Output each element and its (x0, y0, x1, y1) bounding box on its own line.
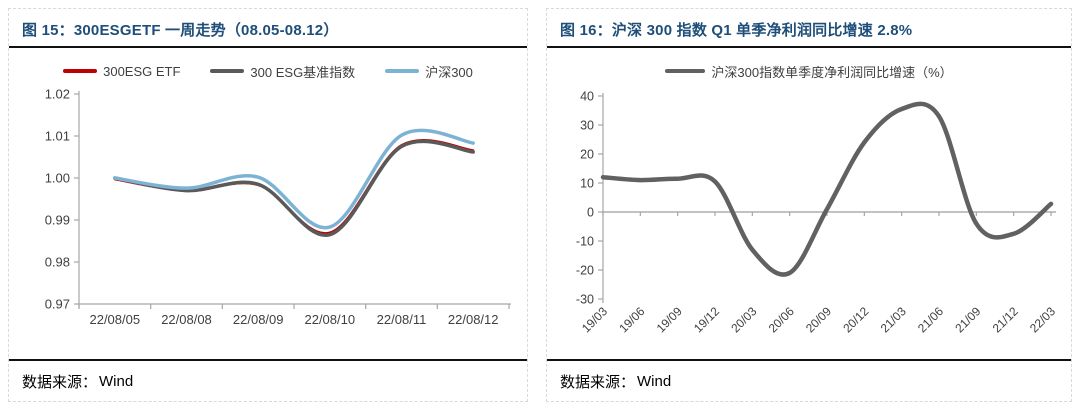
source-label: 数据来源： (22, 374, 98, 391)
figure-15-title: 图 15：300ESGETF 一周走势（08.05-08.12） (22, 21, 339, 39)
y-tick-label: 10 (580, 176, 594, 190)
x-tick-label: 22/08/09 (233, 312, 284, 327)
x-tick-label: 21/12 (990, 304, 1021, 335)
footer-divider (9, 359, 527, 361)
y-tick-label: 0 (587, 205, 594, 219)
y-tick-label: 40 (580, 89, 594, 103)
footer-divider (547, 359, 1071, 361)
figure-15-legend: 300ESG ETF 300 ESG基准指数 沪深300 (63, 60, 473, 82)
source-value: Wind (99, 372, 134, 390)
y-tick-label: -10 (576, 234, 594, 248)
legend-item-1: 300 ESG基准指数 (210, 62, 355, 81)
x-tick-label: 19/06 (616, 304, 647, 335)
x-tick-label: 22/08/12 (448, 312, 499, 327)
legend-label: 沪深300指数单季度净利润同比增速（%） (711, 64, 953, 80)
title-divider (9, 46, 527, 48)
figure-16-legend: 沪深300指数单季度净利润同比增速（%） (665, 60, 953, 82)
x-tick-label: 22/08/11 (377, 312, 427, 327)
series-line-0 (600, 101, 1054, 277)
legend-line-marker (385, 69, 420, 73)
x-tick-label: 21/06 (915, 304, 946, 335)
figure-panel-15: 图 15：300ESGETF 一周走势（08.05-08.12） 300ESG … (8, 8, 528, 402)
x-tick-label: 22/08/05 (89, 312, 140, 327)
x-tick-label: 19/09 (654, 304, 685, 335)
title-divider (547, 46, 1071, 48)
legend-label: 沪深300 (425, 64, 473, 80)
legend-line-marker (210, 69, 245, 73)
x-tick-label: 19/12 (691, 304, 722, 335)
x-tick-label: 22/08/10 (304, 312, 355, 327)
legend-label: 300ESG ETF (103, 63, 181, 79)
legend-line-marker (63, 69, 98, 73)
series-line-2 (113, 128, 475, 230)
y-tick-label: 30 (580, 118, 594, 132)
x-tick-label: 20/12 (840, 304, 871, 335)
x-tick-label: 20/09 (803, 304, 834, 335)
x-tick-label: 21/03 (878, 304, 909, 335)
y-tick-label: 20 (580, 147, 594, 161)
x-tick-label: 19/03 (579, 304, 610, 335)
y-tick-label: 0.98 (45, 255, 70, 270)
y-tick-label: 0.99 (45, 213, 70, 228)
legend-label: 300 ESG基准指数 (250, 64, 356, 80)
y-tick-label: 1.02 (45, 87, 70, 102)
source-value: Wind (637, 372, 672, 390)
legend-line-marker (665, 69, 706, 73)
y-tick-label: 1.00 (45, 171, 70, 186)
legend-item-2: 沪深300 (385, 62, 473, 81)
figure-15-chart-area: 300ESG ETF 300 ESG基准指数 沪深300 1.02 1.01 1.00 0… (9, 48, 527, 359)
legend-item-0: 300ESG ETF (63, 64, 180, 79)
figure-16-chart-area: 沪深300指数单季度净利润同比增速（%） 40 30 20 10 0 -10 -20 -30 1… (547, 48, 1071, 359)
x-tick-label: 21/09 (952, 304, 983, 335)
legend-item-0: 沪深300指数单季度净利润同比增速（%） (665, 62, 953, 81)
y-tick-label: 0.97 (45, 297, 70, 312)
y-tick-label: -20 (576, 263, 594, 277)
figure-16-data-source: 数据来源： Wind (547, 361, 1071, 401)
x-tick-label: 22/08/08 (161, 312, 212, 327)
y-tick-label: 1.01 (45, 129, 70, 144)
figure-panel-16: 图 16：沪深 300 指数 Q1 单季净利润同比增速 2.8% 沪深300指数… (546, 8, 1072, 402)
x-tick-label: 22/03 (1027, 304, 1058, 335)
source-label: 数据来源： (560, 374, 636, 391)
y-tick-label: -30 (576, 292, 594, 306)
figure-16-title: 图 16：沪深 300 指数 Q1 单季净利润同比增速 2.8% (560, 21, 913, 39)
x-tick-label: 20/06 (766, 304, 797, 335)
figure-15-line-chart: 1.02 1.01 1.00 0.99 0.98 0.97 22/08/05 22/08/08… (45, 87, 511, 327)
x-tick-label: 20/03 (728, 304, 759, 335)
series-line-1 (113, 139, 475, 237)
figure-15-data-source: 数据来源： Wind (9, 361, 527, 401)
